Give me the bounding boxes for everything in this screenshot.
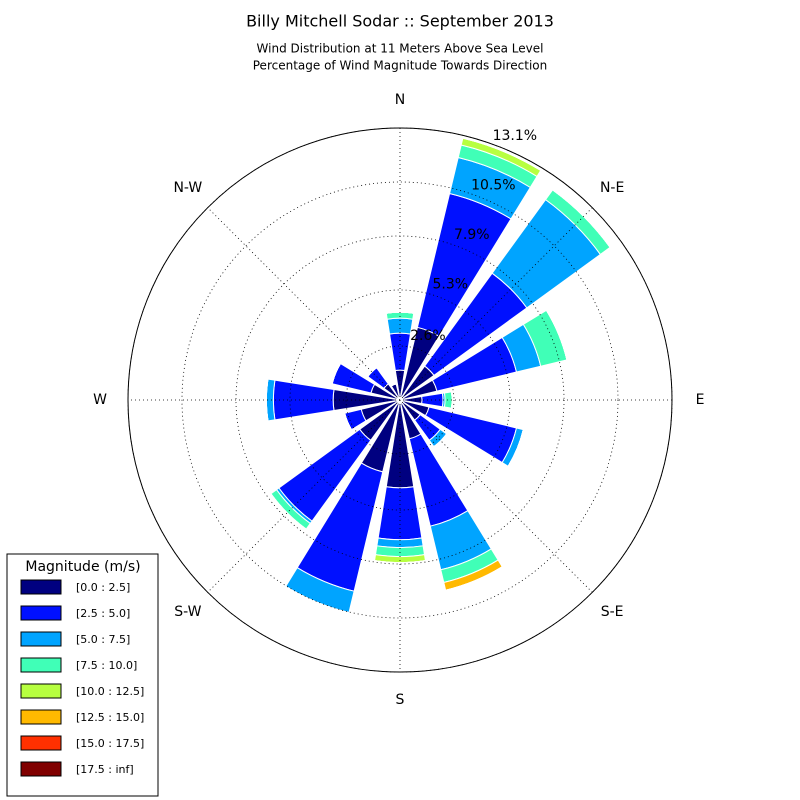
legend-label: [17.5 : inf] bbox=[76, 763, 134, 776]
legend-swatch bbox=[20, 579, 62, 595]
direction-label: S-W bbox=[174, 604, 201, 620]
chart-subtitle: Wind Distribution at 11 Meters Above Sea… bbox=[257, 42, 544, 56]
legend-label: [0.0 : 2.5] bbox=[76, 581, 130, 594]
wind-sector bbox=[445, 566, 503, 591]
wind-sector bbox=[545, 310, 568, 361]
direction-label: N-E bbox=[600, 180, 624, 196]
wind-sector bbox=[270, 493, 307, 530]
legend-title: Magnitude (m/s) bbox=[25, 559, 140, 575]
direction-label: S-E bbox=[601, 604, 624, 620]
legend-label: [7.5 : 10.0] bbox=[76, 659, 137, 672]
wind-sector bbox=[391, 383, 397, 387]
chart-title: Billy Mitchell Sodar :: September 2013 bbox=[246, 12, 554, 31]
radial-tick-label: 5.3% bbox=[432, 276, 468, 292]
legend-swatch bbox=[20, 631, 62, 647]
legend-swatch bbox=[20, 761, 62, 777]
grid-ring bbox=[235, 235, 565, 565]
wind-sector bbox=[285, 585, 350, 614]
grid-ring bbox=[181, 181, 619, 619]
direction-label: E bbox=[696, 392, 705, 408]
legend-swatch bbox=[20, 657, 62, 673]
radial-grid-line bbox=[207, 207, 593, 593]
direction-label: N bbox=[395, 92, 405, 108]
legend-label: [15.0 : 17.5] bbox=[76, 737, 144, 750]
wind-sector bbox=[374, 545, 426, 557]
legend-swatch bbox=[20, 683, 62, 699]
grid-ring bbox=[289, 289, 511, 511]
direction-label: W bbox=[93, 392, 107, 408]
wind-sector bbox=[385, 311, 415, 320]
legend-label: [5.0 : 7.5] bbox=[76, 633, 130, 646]
legend-label: [12.5 : 15.0] bbox=[76, 711, 144, 724]
wind-sector bbox=[443, 391, 453, 409]
radial-tick-label: 7.9% bbox=[454, 227, 490, 243]
wind-sector bbox=[376, 537, 424, 549]
radial-tick-label: 10.5% bbox=[471, 177, 515, 193]
chart-subtitle: Percentage of Wind Magnitude Towards Dir… bbox=[253, 59, 547, 73]
radial-tick-label: 13.1% bbox=[493, 128, 537, 144]
radial-tick-label: 2.6% bbox=[410, 328, 446, 344]
direction-label: S bbox=[396, 692, 405, 708]
legend-label: [2.5 : 5.0] bbox=[76, 607, 130, 620]
legend-swatch bbox=[20, 709, 62, 725]
legend-swatch bbox=[20, 735, 62, 751]
legend-label: [10.0 : 12.5] bbox=[76, 685, 144, 698]
legend-swatch bbox=[20, 605, 62, 621]
polar-frame bbox=[127, 127, 673, 673]
wind-sector bbox=[462, 137, 541, 171]
grid-ring bbox=[345, 345, 455, 455]
wind-sector bbox=[377, 486, 423, 541]
direction-label: N-W bbox=[173, 180, 202, 196]
wind-sector bbox=[386, 311, 414, 314]
wind-sector bbox=[507, 429, 524, 467]
